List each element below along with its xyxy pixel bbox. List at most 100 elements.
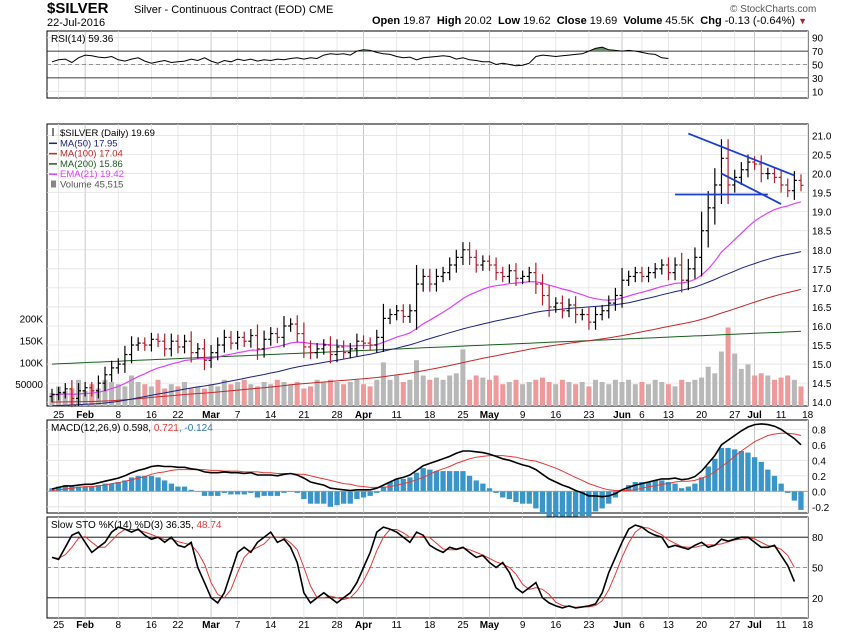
macd-histogram-bar <box>95 485 101 492</box>
volume-bar <box>772 379 777 406</box>
volume-bar <box>732 353 738 406</box>
volume-bar <box>573 384 579 406</box>
symbol: $SILVER <box>47 0 109 17</box>
volume-bar <box>467 379 473 406</box>
close-label: Close <box>556 15 587 27</box>
volume-bar <box>115 384 121 406</box>
volume-bar <box>540 377 545 406</box>
macd-histogram-bar <box>155 477 161 492</box>
x-tick-label: 13 <box>663 410 675 421</box>
macd-histogram-bar <box>606 491 612 504</box>
macd-histogram-bar <box>115 482 121 492</box>
volume-bar <box>433 377 439 406</box>
volume-bar <box>274 379 280 406</box>
macd-histogram-bar <box>208 491 214 496</box>
macd-histogram-bar <box>221 491 227 493</box>
macd-histogram-bar <box>798 491 804 510</box>
macd-histogram-bar <box>752 457 758 492</box>
macd-histogram-bar <box>632 482 638 492</box>
volume-bar <box>374 379 380 406</box>
macd-histogram-bar <box>380 486 387 492</box>
rsi-tick-label: 50 <box>812 61 824 72</box>
macd-histogram-bar <box>354 491 360 500</box>
price-tick-label: 19.0 <box>812 208 832 219</box>
x-tick-label: Jul <box>747 410 762 421</box>
macd-label-prefix: MACD(12,26,9) <box>51 423 123 434</box>
x-tick-label-bottom: 27 <box>729 620 741 631</box>
volume-tick-label: 150K <box>20 337 44 348</box>
macd-signal-line <box>51 432 802 491</box>
macd-label-hist: , -0.124 <box>179 423 213 434</box>
volume-bar <box>506 382 512 406</box>
volume-bar <box>646 384 651 406</box>
x-tick-label-bottom: 25 <box>53 620 65 631</box>
volume-bar <box>248 384 254 406</box>
macd-histogram-bar <box>307 491 314 504</box>
x-tick-label-bottom: 9 <box>520 620 526 631</box>
macd-histogram-bar <box>533 491 539 509</box>
x-tick-label: 27 <box>729 410 741 421</box>
price-tick-label: 21.0 <box>812 131 832 142</box>
volume-bar <box>672 386 678 406</box>
x-tick-label: Feb <box>76 410 94 421</box>
macd-histogram-bar <box>599 491 605 509</box>
volume-bar <box>168 384 174 406</box>
x-tick-label-bottom: 7 <box>235 620 241 631</box>
volume-bar <box>354 379 360 406</box>
volume-bar <box>712 373 718 406</box>
volume-bar <box>109 382 115 406</box>
volume-bar <box>255 386 260 406</box>
macd-histogram-bar <box>62 485 68 492</box>
rsi-tick-label: 90 <box>812 34 824 45</box>
x-tick-label: 25 <box>457 410 469 421</box>
macd-histogram-bar <box>778 483 784 492</box>
macd-histogram-bar <box>718 447 725 492</box>
price-tick-label: 19.5 <box>812 189 832 200</box>
volume-bar <box>235 382 241 406</box>
macd-histogram-bar <box>639 482 645 492</box>
x-tick-label: 20 <box>696 410 708 421</box>
macd-histogram-bar <box>725 447 731 492</box>
volume-bar <box>665 384 671 406</box>
trendline <box>687 132 795 177</box>
x-tick-label: 16 <box>550 410 562 421</box>
macd-histogram-bar <box>334 491 340 506</box>
macd-histogram-bar <box>553 491 559 520</box>
down-arrow-icon: ▼ <box>798 16 808 26</box>
x-tick-label-bottom: Feb <box>76 620 94 631</box>
sto-label: Slow STO %K(14) %D(3) 36.35, 48.74 <box>51 520 222 531</box>
price-tick-label: 20.0 <box>812 170 832 181</box>
macd-histogram-bar <box>241 491 247 495</box>
ma50-line <box>51 251 802 407</box>
macd-histogram-bar <box>215 491 221 496</box>
price-tick-label: 14.0 <box>812 398 832 409</box>
volume-bar <box>659 382 665 406</box>
macd-histogram-bar <box>513 491 519 503</box>
macd-histogram-bar <box>480 483 486 492</box>
volume-bar <box>102 379 108 406</box>
volume-bar <box>182 382 187 406</box>
low-value: 19.62 <box>523 15 551 27</box>
rsi-tick-label: 70 <box>812 47 824 58</box>
macd-histogram-bar <box>89 486 95 492</box>
rsi-overbought-fill <box>52 47 669 52</box>
macd-histogram-bar <box>274 491 280 496</box>
macd-histogram-bar <box>148 475 155 492</box>
macd-histogram-bar <box>122 480 128 492</box>
volume-bar <box>268 384 274 406</box>
macd-histogram-bar <box>75 486 82 492</box>
x-tick-label: 8 <box>116 410 122 421</box>
macd-histogram-bar <box>400 478 406 492</box>
volume-bar <box>122 386 128 406</box>
x-tick-label: 18 <box>424 410 436 421</box>
macd-histogram-bar <box>500 491 506 498</box>
macd-histogram-bar <box>466 475 473 492</box>
macd-histogram-bar <box>586 491 592 517</box>
legend-ma200: MA(200) 15.86 <box>60 159 123 170</box>
volume-bar <box>129 375 134 406</box>
macd-histogram-bar <box>341 491 347 504</box>
volume-bar <box>221 379 227 406</box>
volume-bar <box>347 382 353 406</box>
price-tick-label: 15.0 <box>812 360 832 371</box>
volume-bar <box>155 379 161 406</box>
